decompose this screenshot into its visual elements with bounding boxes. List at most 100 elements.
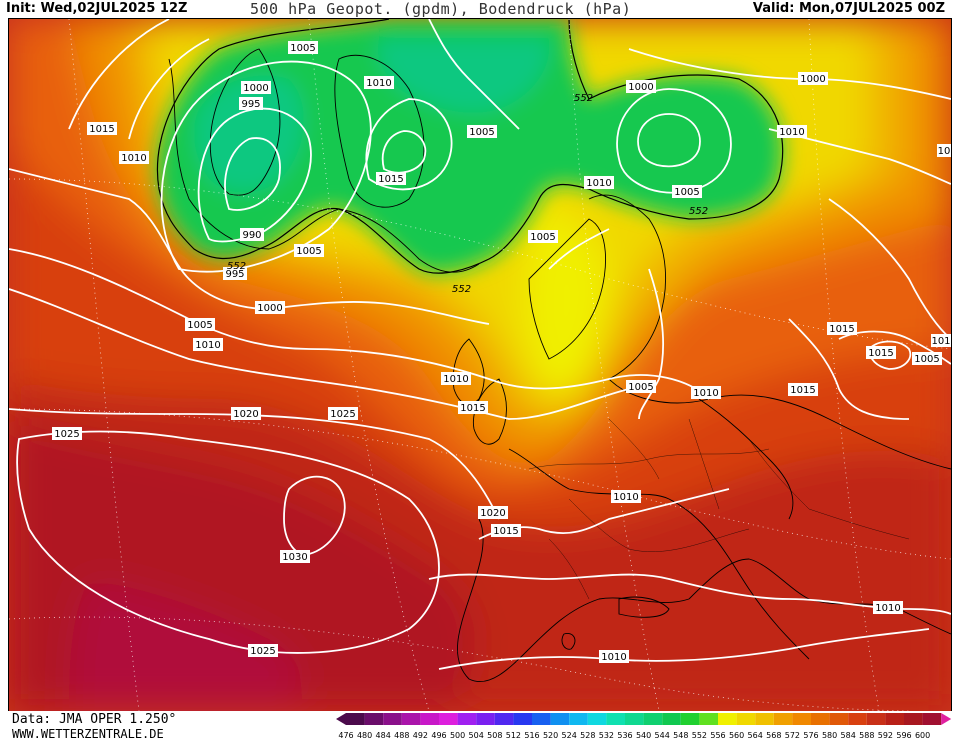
svg-text:1005: 1005 — [187, 320, 212, 331]
legend-swatch — [513, 713, 532, 725]
legend-tick-label: 548 — [673, 731, 688, 740]
label-1005-norway: 1005 — [528, 230, 558, 243]
legend-swatch — [569, 713, 588, 725]
legend-tick-label: 492 — [413, 731, 428, 740]
legend-swatch — [699, 713, 718, 725]
legend-tick-label: 540 — [636, 731, 651, 740]
label-1005-mid: 1005 — [294, 244, 324, 257]
legend-tick-label: 580 — [822, 731, 837, 740]
legend-swatch — [457, 713, 477, 725]
label-1010-west: 1010 — [193, 338, 223, 351]
svg-text:1015: 1015 — [460, 403, 485, 414]
svg-text:1010: 1010 — [613, 492, 638, 503]
legend-swatch — [532, 713, 551, 725]
legend-tick-label: 564 — [748, 731, 763, 740]
label-1020-atlantic: 1020 — [231, 407, 261, 420]
svg-text:990: 990 — [242, 230, 261, 241]
legend-swatch — [587, 713, 607, 725]
label-1010-mediterranean: 1010 — [873, 601, 903, 614]
label-995-sw: 995 — [223, 267, 247, 280]
label-1010-poland: 1010 — [691, 386, 721, 399]
legend-swatch — [346, 713, 365, 725]
svg-text:1010: 1010 — [875, 603, 900, 614]
svg-text:1015: 1015 — [493, 526, 518, 537]
svg-text:1000: 1000 — [243, 83, 268, 94]
legend-swatch — [680, 713, 700, 725]
legend-tick-label: 560 — [729, 731, 744, 740]
legend-swatch — [494, 713, 514, 725]
legend-swatch — [885, 713, 904, 725]
legend-swatch — [736, 713, 756, 725]
label-1005-baltic: 1005 — [626, 380, 656, 393]
legend-swatch — [922, 713, 942, 725]
legend-tick-label: 584 — [841, 731, 856, 740]
svg-text:1005: 1005 — [674, 187, 699, 198]
geopot-labels: 552 552 552 552 — [227, 93, 708, 295]
label-990: 990 — [240, 228, 264, 241]
svg-text:101: 101 — [931, 336, 950, 347]
geopot-label-1: 552 — [574, 93, 593, 104]
label-1005-scandinavia: 1005 — [672, 185, 702, 198]
legend-arrow-right — [941, 713, 952, 725]
legend-tick-label: 484 — [376, 731, 391, 740]
label-1015-russia: 1015 — [827, 322, 857, 335]
data-source: Data: JMA OPER 1.250° — [12, 712, 177, 727]
label-1025-south: 1025 — [248, 644, 278, 657]
legend-swatch — [792, 713, 811, 725]
svg-text:1005: 1005 — [290, 43, 315, 54]
label-1005-russia: 1005 — [912, 352, 942, 365]
svg-text:1005: 1005 — [296, 246, 321, 257]
map-svg: 1005 1000 995 1010 1015 1005 1015 990 99… — [9, 19, 951, 711]
legend-swatch — [662, 713, 681, 725]
label-1015-russia-2: 1015 — [866, 346, 896, 359]
legend-tick-label: 520 — [543, 731, 558, 740]
legend-swatch — [643, 713, 663, 725]
borders — [528, 418, 910, 600]
init-time: Init: Wed,02JUL2025 12Z — [6, 1, 188, 16]
label-1005-top: 1005 — [288, 41, 318, 54]
label-1010-africa: 1010 — [599, 650, 629, 663]
label-1015-greenland: 1015 — [376, 172, 406, 185]
legend-tick-label: 572 — [785, 731, 800, 740]
legend-swatch — [755, 713, 774, 725]
svg-text:1030: 1030 — [282, 552, 307, 563]
geopot-label-4: 552 — [227, 261, 246, 272]
pressure-labels: 1005 1000 995 1010 1015 1005 1015 990 99… — [52, 41, 951, 663]
svg-text:995: 995 — [225, 269, 244, 280]
svg-text:1010: 1010 — [121, 153, 146, 164]
svg-text:1005: 1005 — [530, 232, 555, 243]
label-1010-greenland: 1010 — [364, 76, 394, 89]
svg-text:1020: 1020 — [480, 508, 505, 519]
legend-swatch — [383, 713, 402, 725]
label-1000-ne: 1000 — [798, 72, 828, 85]
legend-tick-label: 576 — [803, 731, 818, 740]
svg-text:1015: 1015 — [868, 348, 893, 359]
label-1000-mid: 1000 — [255, 301, 285, 314]
label-101-edge: 101 — [931, 334, 951, 347]
label-995-nw: 995 — [239, 97, 263, 110]
label-1020-biscay: 1020 — [478, 506, 508, 519]
label-1000-scandinavia: 1000 — [626, 80, 656, 93]
svg-text:1025: 1025 — [54, 429, 79, 440]
svg-text:1010: 1010 — [443, 374, 468, 385]
label-1010-far-west: 1010 — [119, 151, 149, 164]
legend-tick-label: 596 — [896, 731, 911, 740]
map-header: Init: Wed,02JUL2025 12Z 500 hPa Geopot. … — [0, 0, 959, 18]
legend-swatch — [364, 713, 384, 725]
contour-552 — [156, 19, 784, 274]
legend-swatch — [550, 713, 570, 725]
svg-text:10: 10 — [938, 146, 951, 157]
label-1010-scandinavia: 1010 — [777, 125, 807, 138]
svg-text:1000: 1000 — [800, 74, 825, 85]
low-geopotential-trough — [157, 19, 783, 274]
svg-text:1015: 1015 — [829, 324, 854, 335]
svg-text:1010: 1010 — [586, 178, 611, 189]
label-1015-west: 1015 — [87, 122, 117, 135]
legend-swatch — [476, 713, 495, 725]
geopot-label-2: 552 — [689, 206, 708, 217]
label-1015-uk: 1015 — [458, 401, 488, 414]
source-url[interactable]: WWW.WETTERZENTRALE.DE — [12, 727, 164, 741]
svg-text:1005: 1005 — [469, 127, 494, 138]
svg-text:1005: 1005 — [628, 382, 653, 393]
svg-text:1010: 1010 — [195, 340, 220, 351]
